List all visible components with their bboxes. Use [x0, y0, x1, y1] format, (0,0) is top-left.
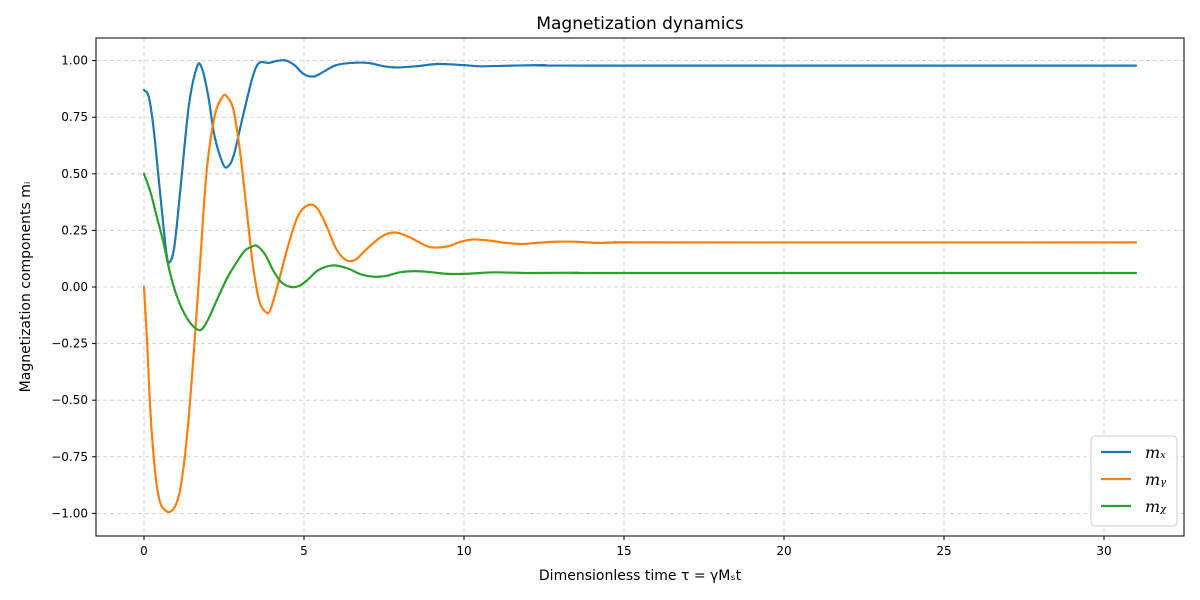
y-axis-label: Magnetization components mᵢ	[18, 182, 34, 393]
x-tick-label: 0	[140, 544, 148, 558]
series-line-mz	[142, 172, 1138, 332]
x-tick-label: 5	[300, 544, 308, 558]
x-tick-label: 15	[616, 544, 631, 558]
series-lines	[142, 59, 1138, 514]
x-axis-ticks: 0 5 10 15 20 25 30	[140, 536, 1112, 558]
series-line-my	[142, 93, 1138, 514]
y-tick-label: 0.50	[61, 167, 88, 181]
y-tick-label: 1.00	[61, 54, 88, 68]
x-tick-label: 30	[1096, 544, 1111, 558]
x-axis-label: Dimensionless time τ = γMₛt	[539, 568, 742, 584]
y-tick-label: 0.75	[61, 110, 88, 124]
y-tick-label: −1.00	[51, 506, 88, 520]
legend-label-mx: mₓ	[1145, 443, 1166, 462]
series-line-mx	[142, 59, 1138, 264]
x-tick-label: 10	[456, 544, 471, 558]
legend-frame	[1090, 435, 1178, 527]
y-tick-label: −0.50	[51, 393, 88, 407]
x-tick-label: 25	[936, 544, 951, 558]
x-tick-label: 20	[776, 544, 791, 558]
y-tick-label: 0.25	[61, 223, 88, 237]
y-axis-ticks: −1.00 −0.75 −0.50 −0.25 0.00 0.25 0.50 0.75 1.00	[51, 54, 96, 520]
y-tick-label: −0.75	[51, 450, 88, 464]
y-tick-label: −0.25	[51, 337, 88, 351]
legend: mₓ mᵧ mᵪ	[1090, 435, 1178, 527]
y-tick-label: 0.00	[61, 280, 88, 294]
legend-label-my: mᵧ	[1145, 470, 1166, 489]
legend-label-mz: mᵪ	[1145, 497, 1167, 516]
chart-title: Magnetization dynamics	[536, 14, 743, 34]
